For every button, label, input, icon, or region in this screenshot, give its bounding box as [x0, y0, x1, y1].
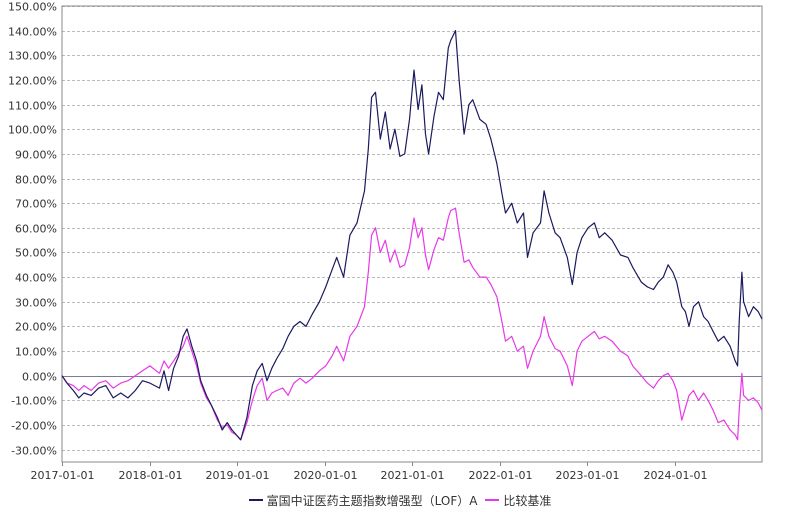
y-tick-label: 30.00%: [15, 297, 57, 310]
y-tick-label: 20.00%: [15, 321, 57, 334]
series-lines: [61, 30, 763, 441]
y-tick-label: 60.00%: [15, 223, 57, 236]
y-axis-tick-labels: 150.00% 140.00% 130.00% 120.00% 110.00% 100.0…: [8, 1, 57, 458]
y-tick-label: 150.00%: [8, 1, 57, 14]
legend-item-benchmark[interactable]: 比较基准: [485, 492, 551, 509]
y-tick-label: 50.00%: [15, 247, 57, 260]
series-line-fund: [61, 30, 763, 441]
legend-swatch-benchmark: [485, 499, 500, 501]
x-tick-label: 2023-01-01: [556, 469, 620, 482]
y-tick-label: 110.00%: [8, 100, 57, 113]
y-tick-label: -20.00%: [11, 420, 57, 433]
series-line-benchmark: [61, 207, 763, 441]
y-tick-label: 40.00%: [15, 272, 57, 285]
y-tick-label: 90.00%: [15, 149, 57, 162]
x-tick-label: 2020-01-01: [294, 469, 358, 482]
legend-item-fund[interactable]: 富国中证医药主题指数增强型（LOF）A: [248, 492, 478, 509]
grid-lines: [62, 6, 762, 451]
y-tick-label: 80.00%: [15, 174, 57, 187]
y-tick-label: 120.00%: [8, 75, 57, 88]
x-tick-label: 2022-01-01: [469, 469, 533, 482]
legend-label-benchmark: 比较基准: [503, 493, 552, 508]
x-tick-label: 2021-01-01: [381, 469, 445, 482]
y-tick-label: -10.00%: [11, 395, 57, 408]
legend-swatch-fund: [248, 499, 263, 501]
x-tick-label: 2019-01-01: [206, 469, 270, 482]
y-tick-label: 70.00%: [15, 198, 57, 211]
x-axis-tick-labels: 2017-01-01 2018-01-01 2019-01-01 2020-01-01…: [31, 469, 708, 482]
legend-label-fund: 富国中证医药主题指数增强型（LOF）A: [266, 493, 478, 508]
y-tick-label: 10.00%: [15, 346, 57, 359]
x-tick-label: 2018-01-01: [119, 469, 183, 482]
y-tick-label: 130.00%: [8, 50, 57, 63]
y-tick-label: -30.00%: [11, 445, 57, 458]
x-tick-label: 2024-01-01: [644, 469, 708, 482]
y-tick-label: 100.00%: [8, 124, 57, 137]
x-tick-label: 2017-01-01: [31, 469, 95, 482]
y-tick-label: 0.00%: [22, 371, 57, 384]
legend: 富国中证医药主题指数增强型（LOF）A 比较基准: [0, 490, 800, 509]
y-tick-label: 140.00%: [8, 26, 57, 39]
axes: [61, 5, 763, 466]
